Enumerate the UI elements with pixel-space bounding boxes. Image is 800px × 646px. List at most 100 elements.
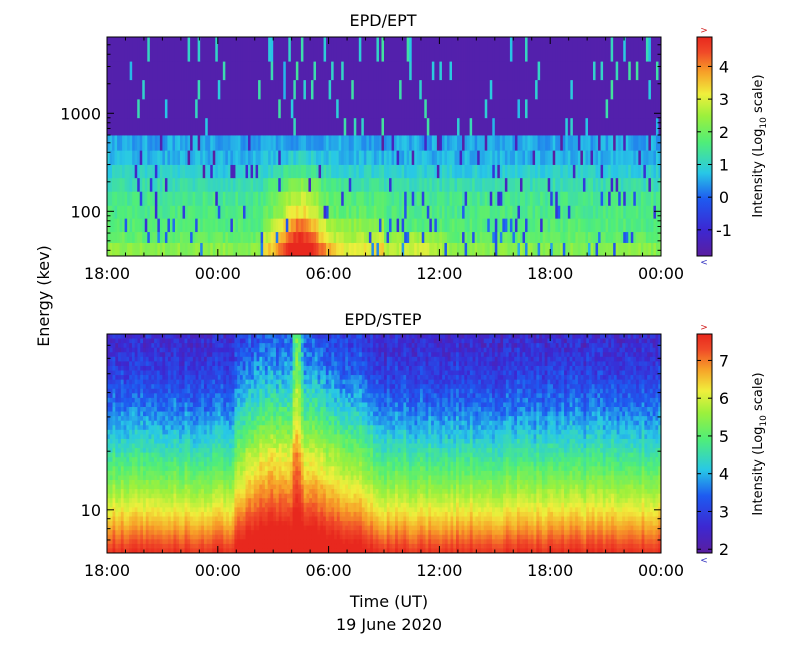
ept-cell	[378, 98, 382, 119]
ept-cell	[582, 117, 586, 136]
step-cell	[159, 370, 163, 376]
ept-cell	[567, 61, 571, 81]
ept-cell	[600, 79, 604, 100]
step-cell	[181, 411, 185, 417]
step-cell	[115, 448, 119, 454]
step-cell	[170, 375, 174, 381]
step-cell	[167, 429, 172, 435]
step-cell	[151, 407, 155, 412]
ept-cell	[429, 177, 433, 192]
step-cell	[143, 461, 147, 467]
ept-cell	[655, 79, 659, 100]
step-cell	[184, 484, 188, 490]
ept-cell	[565, 98, 569, 119]
step-cell	[156, 511, 161, 517]
step-cell	[140, 534, 144, 540]
step-cell	[129, 521, 133, 527]
step-cell	[118, 334, 122, 339]
step-cell	[143, 393, 147, 399]
step-cell	[206, 343, 210, 349]
step-cell	[131, 375, 136, 381]
ept-cell	[245, 98, 249, 119]
ept-cell	[449, 37, 453, 62]
ept-cell	[535, 61, 539, 81]
step-cell	[173, 475, 177, 481]
step-cell	[115, 443, 119, 449]
ept-cell	[512, 231, 516, 243]
ept-cell	[240, 117, 244, 136]
step-cell	[129, 388, 133, 394]
ept-cell	[587, 231, 591, 243]
step-cell	[131, 539, 136, 545]
ept-cell	[421, 231, 425, 243]
ept-cell	[207, 164, 211, 179]
step-cell	[140, 379, 144, 385]
ept-cell	[164, 98, 168, 119]
ept-cell	[381, 242, 385, 257]
ept-cell	[489, 242, 493, 257]
ept-cell	[391, 37, 395, 62]
step-cell	[176, 443, 180, 449]
step-cell	[203, 489, 208, 495]
step-cell	[181, 438, 185, 444]
ept-cell	[331, 205, 335, 219]
ept-cell	[308, 117, 312, 136]
ept-cell	[331, 61, 335, 81]
ept-cell	[613, 177, 617, 192]
ept-cell	[114, 205, 118, 219]
ept-cell	[107, 61, 110, 81]
step-cell	[123, 470, 127, 476]
step-cell	[162, 434, 166, 440]
ept-cell	[298, 205, 302, 219]
ept-cell	[341, 205, 345, 219]
step-cell	[159, 502, 163, 508]
ept-cell	[451, 117, 455, 136]
ept-cell	[265, 242, 269, 257]
ept-cell	[149, 164, 153, 179]
step-cell	[167, 457, 172, 463]
ept-cell	[336, 177, 340, 192]
step-cell	[170, 461, 174, 467]
ept-cell	[615, 61, 619, 81]
ept-cell	[295, 135, 299, 151]
ept-cell	[248, 117, 251, 136]
step-cell	[137, 493, 141, 499]
ept-cell	[265, 231, 269, 243]
step-cell	[167, 334, 172, 339]
ept-cell	[132, 150, 136, 165]
ept-cell	[336, 61, 340, 81]
step-cell	[115, 434, 119, 440]
ept-cell	[537, 205, 541, 219]
step-cell	[112, 484, 116, 490]
ept-cell	[462, 205, 465, 219]
ept-cell	[386, 98, 390, 119]
ept-cell	[154, 150, 158, 165]
ept-cell	[358, 164, 362, 179]
ept-cell	[313, 79, 317, 100]
ept-cell	[530, 191, 533, 206]
ept-cell	[265, 191, 269, 206]
step-cell	[131, 411, 136, 417]
step-cell	[203, 375, 208, 381]
ept-cell	[119, 37, 123, 62]
step-cell	[165, 484, 169, 490]
ept-cell	[195, 98, 199, 119]
step-cell	[109, 429, 113, 435]
step-cell	[167, 530, 172, 536]
step-cell	[203, 507, 208, 513]
step-cell	[179, 461, 183, 467]
step-cell	[109, 379, 113, 385]
step-cell	[203, 448, 208, 454]
ept-cell	[144, 79, 148, 100]
step-cell	[143, 361, 147, 367]
ept-cell	[283, 98, 287, 119]
ept-cell	[514, 150, 518, 165]
step-cell	[156, 543, 161, 549]
ept-cell	[421, 79, 425, 100]
ept-cell	[648, 218, 652, 233]
step-cell	[109, 480, 113, 485]
ept-cell	[487, 98, 491, 119]
ept-cell	[326, 61, 329, 81]
ept-cell	[421, 177, 425, 192]
ept-cell	[328, 231, 332, 243]
